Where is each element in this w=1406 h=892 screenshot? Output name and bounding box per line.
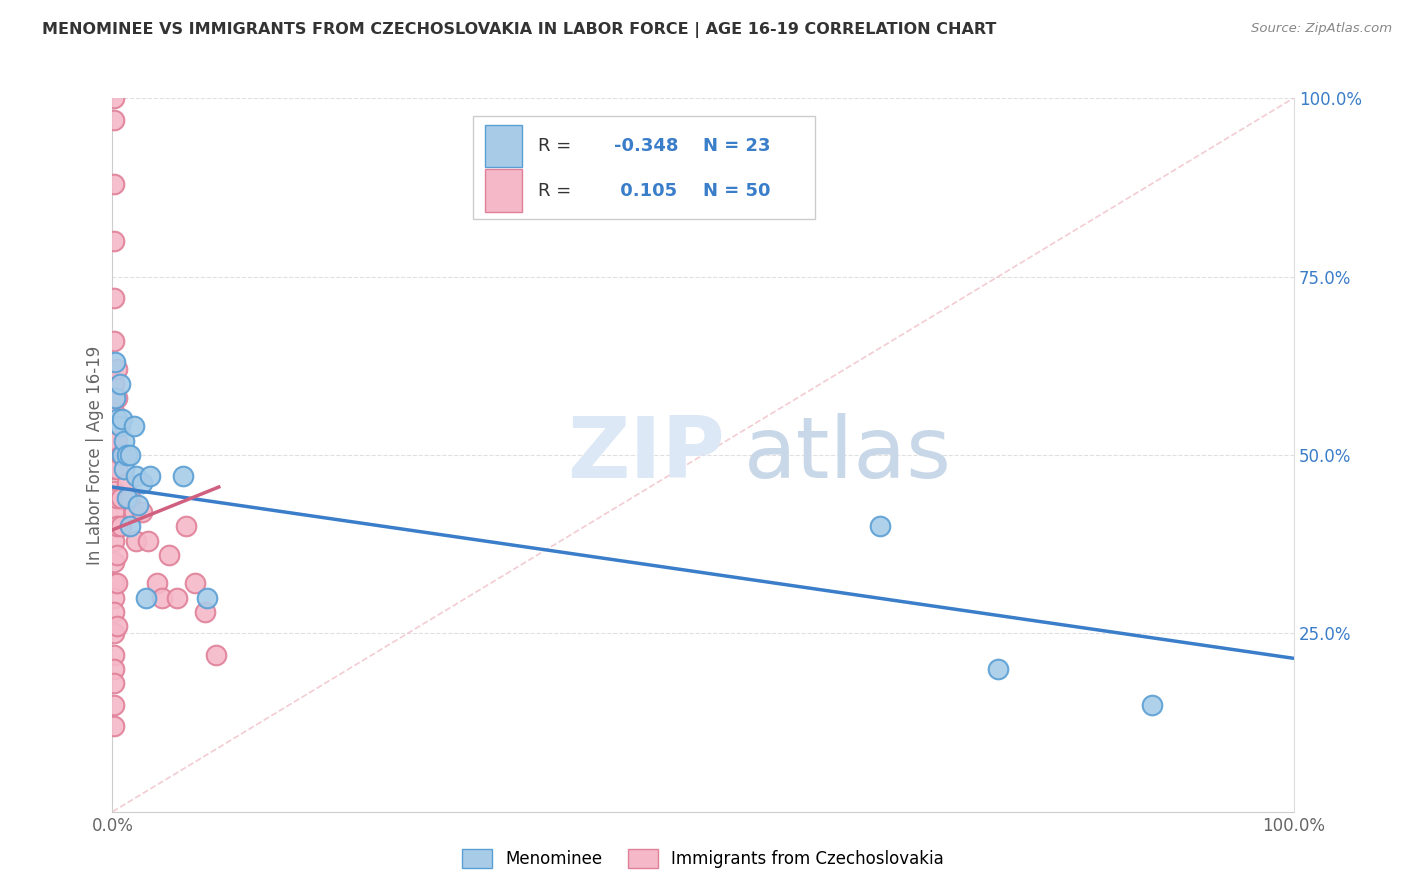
Point bbox=[127, 498, 149, 512]
Point bbox=[105, 434, 128, 448]
Point bbox=[103, 462, 125, 476]
Point bbox=[103, 483, 125, 498]
Point bbox=[108, 419, 131, 434]
Point bbox=[150, 591, 173, 605]
Point bbox=[172, 469, 194, 483]
Text: MENOMINEE VS IMMIGRANTS FROM CZECHOSLOVAKIA IN LABOR FORCE | AGE 16-19 CORRELATI: MENOMINEE VS IMMIGRANTS FROM CZECHOSLOVA… bbox=[42, 22, 997, 38]
Point bbox=[105, 619, 128, 633]
Point bbox=[105, 548, 128, 562]
Point bbox=[103, 505, 125, 519]
Y-axis label: In Labor Force | Age 16-19: In Labor Force | Age 16-19 bbox=[86, 345, 104, 565]
Point bbox=[122, 419, 145, 434]
Point bbox=[105, 462, 128, 476]
Point bbox=[105, 491, 128, 505]
Point bbox=[205, 648, 228, 662]
Point bbox=[103, 605, 125, 619]
Point bbox=[112, 462, 135, 476]
Text: N = 50: N = 50 bbox=[703, 182, 770, 200]
Point bbox=[194, 605, 217, 619]
Point bbox=[111, 412, 134, 426]
Point bbox=[1140, 698, 1163, 712]
Point bbox=[987, 662, 1010, 676]
Point bbox=[120, 448, 142, 462]
Text: atlas: atlas bbox=[744, 413, 952, 497]
Point bbox=[115, 491, 138, 505]
Point bbox=[115, 476, 138, 491]
Point bbox=[139, 469, 162, 483]
Point bbox=[103, 698, 125, 712]
Point bbox=[136, 533, 159, 548]
Point bbox=[105, 391, 128, 405]
Point bbox=[108, 376, 131, 391]
Point bbox=[103, 555, 125, 569]
Point bbox=[146, 576, 169, 591]
Point bbox=[195, 591, 218, 605]
Point bbox=[120, 519, 142, 533]
Point bbox=[174, 519, 197, 533]
Point bbox=[103, 334, 125, 348]
Point bbox=[112, 448, 135, 462]
Point bbox=[122, 505, 145, 519]
FancyBboxPatch shape bbox=[472, 116, 815, 219]
Point bbox=[111, 448, 134, 462]
Point bbox=[166, 591, 188, 605]
Point bbox=[104, 355, 127, 369]
Text: ZIP: ZIP bbox=[567, 413, 725, 497]
Point bbox=[110, 519, 132, 533]
Text: -0.348: -0.348 bbox=[614, 137, 679, 155]
Point bbox=[869, 519, 891, 533]
Point bbox=[125, 469, 148, 483]
Point bbox=[103, 719, 125, 733]
Point bbox=[131, 505, 153, 519]
Point bbox=[103, 676, 125, 690]
Point bbox=[105, 519, 128, 533]
FancyBboxPatch shape bbox=[485, 169, 522, 212]
Point bbox=[103, 112, 125, 127]
Text: R =: R = bbox=[537, 137, 576, 155]
Point bbox=[110, 491, 132, 505]
Point bbox=[104, 391, 127, 405]
Point bbox=[105, 412, 128, 426]
Point bbox=[103, 376, 125, 391]
Legend: Menominee, Immigrants from Czechoslovakia: Menominee, Immigrants from Czechoslovaki… bbox=[456, 842, 950, 875]
Text: 0.105: 0.105 bbox=[614, 182, 678, 200]
Point bbox=[103, 405, 125, 419]
FancyBboxPatch shape bbox=[485, 125, 522, 168]
Point bbox=[115, 448, 138, 462]
Point bbox=[103, 576, 125, 591]
Point bbox=[103, 291, 125, 305]
Point bbox=[110, 448, 132, 462]
Point bbox=[103, 533, 125, 548]
Point bbox=[103, 177, 125, 191]
Point bbox=[157, 548, 180, 562]
Point bbox=[103, 662, 125, 676]
Point bbox=[120, 491, 142, 505]
Point bbox=[125, 533, 148, 548]
Point bbox=[103, 626, 125, 640]
Point bbox=[103, 648, 125, 662]
Point bbox=[105, 362, 128, 376]
Point bbox=[131, 476, 153, 491]
Point bbox=[103, 91, 125, 105]
Text: N = 23: N = 23 bbox=[703, 137, 770, 155]
Text: R =: R = bbox=[537, 182, 576, 200]
Point bbox=[112, 434, 135, 448]
Point bbox=[103, 591, 125, 605]
Point bbox=[105, 576, 128, 591]
Point bbox=[184, 576, 207, 591]
Text: Source: ZipAtlas.com: Source: ZipAtlas.com bbox=[1251, 22, 1392, 36]
Point bbox=[135, 591, 157, 605]
Point bbox=[103, 434, 125, 448]
Point bbox=[103, 234, 125, 248]
